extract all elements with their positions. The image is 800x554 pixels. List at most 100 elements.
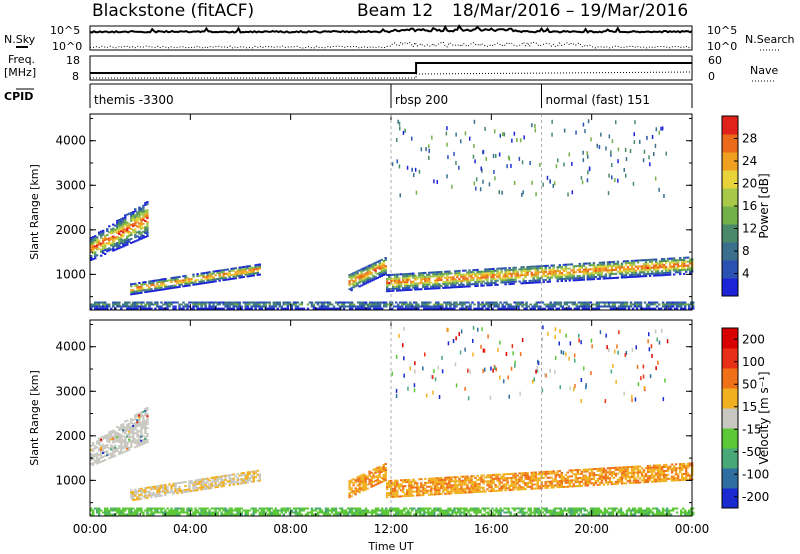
heatmap-cell (424, 279, 427, 282)
heatmap-cell (190, 301, 193, 304)
heatmap-cell (490, 280, 493, 283)
heatmap-cell (188, 301, 191, 304)
heatmap-cell (439, 303, 442, 306)
heatmap-cell (623, 301, 627, 304)
heatmap-cell (471, 301, 474, 304)
heatmap-cell (402, 277, 405, 280)
heatmap-cell (487, 307, 490, 310)
heatmap-cell (486, 270, 489, 273)
heatmap-cell (592, 478, 596, 481)
heatmap-cell (130, 289, 133, 292)
heatmap-cell (652, 266, 656, 269)
heatmap-cell (370, 471, 373, 474)
heatmap-cell (246, 301, 249, 304)
heatmap-cell (172, 513, 175, 516)
heatmap-cell (423, 303, 426, 306)
heatmap-cell (598, 267, 602, 270)
heatmap-cell (136, 507, 139, 510)
heatmap-cell (474, 481, 477, 483)
heatmap-cell (402, 495, 405, 498)
heatmap-cell (549, 179, 551, 184)
heatmap-cell (596, 483, 600, 486)
heatmap-cell (102, 435, 105, 438)
heatmap-cell (592, 276, 596, 279)
heatmap-cell (433, 179, 435, 184)
heatmap-cell (152, 485, 155, 488)
heatmap-cell (596, 267, 600, 270)
heatmap-cell (122, 245, 125, 248)
heatmap-cell (184, 305, 187, 308)
heatmap-cell (508, 271, 511, 273)
heatmap-cell (128, 446, 131, 449)
heatmap-cell (576, 481, 580, 484)
heatmap-cell (494, 473, 497, 476)
heatmap-cell (501, 303, 504, 306)
heatmap-cell (144, 215, 147, 218)
heatmap-cell (648, 466, 652, 469)
heatmap-cell (544, 268, 547, 271)
heatmap-cell (206, 479, 209, 482)
heatmap-cell (364, 274, 367, 277)
heatmap-cell (660, 260, 664, 263)
heatmap-cell (364, 476, 367, 479)
heatmap-cell (670, 469, 674, 472)
heatmap-cell (652, 466, 656, 469)
heatmap-cell (376, 276, 379, 279)
heatmap-cell (444, 280, 447, 283)
heatmap-cell (138, 424, 141, 427)
heatmap-cell (626, 468, 630, 471)
heatmap-cell (674, 477, 678, 480)
heatmap-cell (559, 305, 563, 308)
heatmap-cell (174, 490, 177, 493)
heatmap-cell (202, 507, 205, 510)
velocity-cells (90, 325, 695, 516)
heatmap-cell (408, 478, 411, 481)
heatmap-cell (230, 477, 233, 480)
heatmap-cell (552, 270, 555, 273)
heatmap-cell (562, 269, 566, 272)
heatmap-cell (624, 270, 628, 273)
heatmap-cell (132, 215, 135, 217)
heatmap-cell (611, 175, 613, 180)
heatmap-cell (420, 490, 423, 493)
heatmap-cell (132, 495, 135, 497)
heatmap-cell (138, 412, 141, 415)
heatmap-cell (174, 301, 177, 304)
heatmap-cell (487, 301, 490, 304)
heatmap-cell (134, 418, 137, 421)
heatmap-cell (114, 444, 117, 447)
heatmap-cell (576, 473, 580, 476)
heatmap-cell (466, 281, 469, 284)
heatmap-cell (146, 225, 149, 228)
heatmap-cell (352, 303, 356, 306)
heatmap-cell (476, 282, 479, 285)
heatmap-cell (92, 238, 95, 241)
heatmap-cell (662, 274, 666, 277)
heatmap-cell (508, 269, 511, 271)
heatmap-cell (662, 266, 666, 268)
heatmap-cell (132, 307, 135, 310)
heatmap-cell (426, 277, 429, 280)
heatmap-cell (500, 271, 503, 274)
heatmap-cell (613, 303, 617, 306)
heatmap-cell (673, 307, 677, 310)
heatmap-cell (166, 511, 169, 514)
heatmap-cell (252, 513, 255, 516)
heatmap-cell (394, 287, 397, 290)
heatmap-cell (142, 426, 145, 429)
heatmap-cell (94, 303, 97, 306)
heatmap-cell (98, 507, 101, 510)
heatmap-cell (378, 267, 381, 270)
heatmap-cell (106, 303, 109, 306)
heatmap-cell (316, 307, 320, 310)
heatmap-cell (650, 474, 654, 477)
heatmap-cell (142, 226, 145, 229)
heatmap-cell (222, 483, 225, 486)
heatmap-cell (499, 133, 501, 138)
heatmap-cell (142, 305, 145, 308)
heatmap-cell (521, 160, 524, 165)
heatmap-cell (432, 283, 435, 286)
heatmap-cell (624, 474, 628, 477)
heatmap-cell (370, 273, 373, 276)
heatmap-cell (388, 482, 391, 484)
